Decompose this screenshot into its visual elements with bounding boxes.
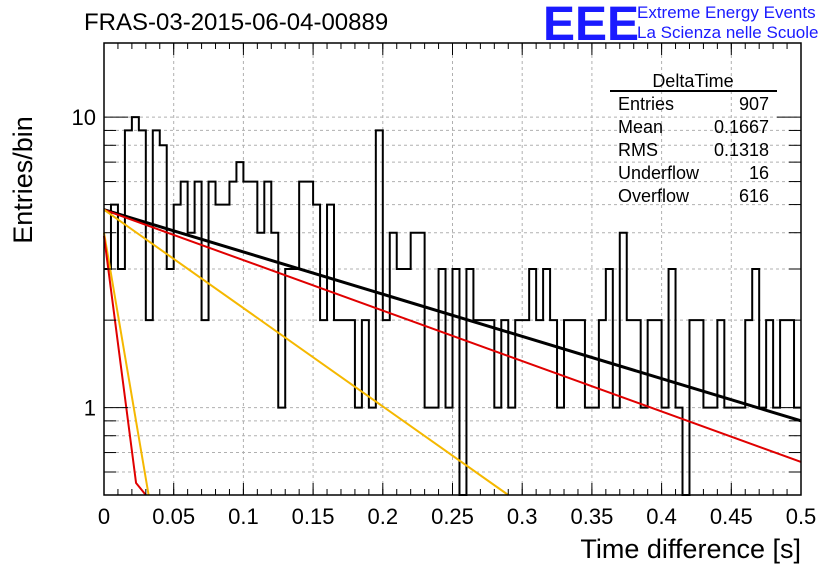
stats-value: 16	[749, 163, 769, 183]
logo-line-2: La Scienza nelle Scuole	[637, 23, 818, 42]
stats-title: DeltaTime	[652, 71, 733, 91]
stats-label: Underflow	[618, 163, 700, 183]
chart-title: FRAS-03-2015-06-04-00889	[84, 9, 388, 36]
stats-value: 0.1667	[714, 117, 769, 137]
x-tick-label: 0.45	[710, 504, 753, 529]
histogram	[104, 116, 801, 496]
fit-line	[103, 208, 802, 463]
stats-label: Overflow	[618, 186, 690, 206]
eee-logo: EEE Extreme Energy Events La Scienza nel…	[543, 0, 818, 51]
stats-value: 907	[739, 94, 769, 114]
fit-line	[103, 232, 150, 496]
stats-box: DeltaTime Entries 907 Mean 0.1667 RMS 0.…	[610, 71, 777, 206]
x-tick-label: 0.1	[228, 504, 259, 529]
histogram-outline	[104, 116, 801, 496]
logo-line-1: Extreme Energy Events	[637, 3, 816, 22]
axis-ticks	[103, 43, 802, 496]
x-tick-label: 0.4	[646, 504, 677, 529]
y-tick-labels: 1 10	[72, 105, 96, 420]
y-tick-label: 10	[72, 105, 96, 130]
fit-line	[103, 208, 802, 423]
x-tick-label: 0.2	[368, 504, 399, 529]
x-tick-label: 0.15	[292, 504, 335, 529]
stats-value: 0.1318	[714, 140, 769, 160]
fit-lines	[103, 208, 802, 496]
x-tick-labels: 0 0.05 0.1 0.15 0.2 0.25 0.3 0.35 0.4 0.45 0.5	[98, 504, 816, 529]
y-tick-label: 1	[84, 396, 96, 421]
fit-line	[103, 235, 147, 496]
x-tick-label: 0.5	[786, 504, 817, 529]
x-tick-label: 0	[98, 504, 110, 529]
stats-label: Entries	[618, 94, 674, 114]
x-tick-label: 0.3	[507, 504, 538, 529]
stats-value: 616	[739, 186, 769, 206]
y-axis-label: Entries/bin	[8, 116, 38, 244]
x-axis-label: Time difference [s]	[580, 534, 801, 564]
x-tick-label: 0.25	[431, 504, 474, 529]
stats-label: Mean	[618, 117, 663, 137]
stats-label: RMS	[618, 140, 658, 160]
x-tick-label: 0.35	[570, 504, 613, 529]
fit-line	[103, 208, 509, 496]
x-tick-label: 0.05	[152, 504, 195, 529]
